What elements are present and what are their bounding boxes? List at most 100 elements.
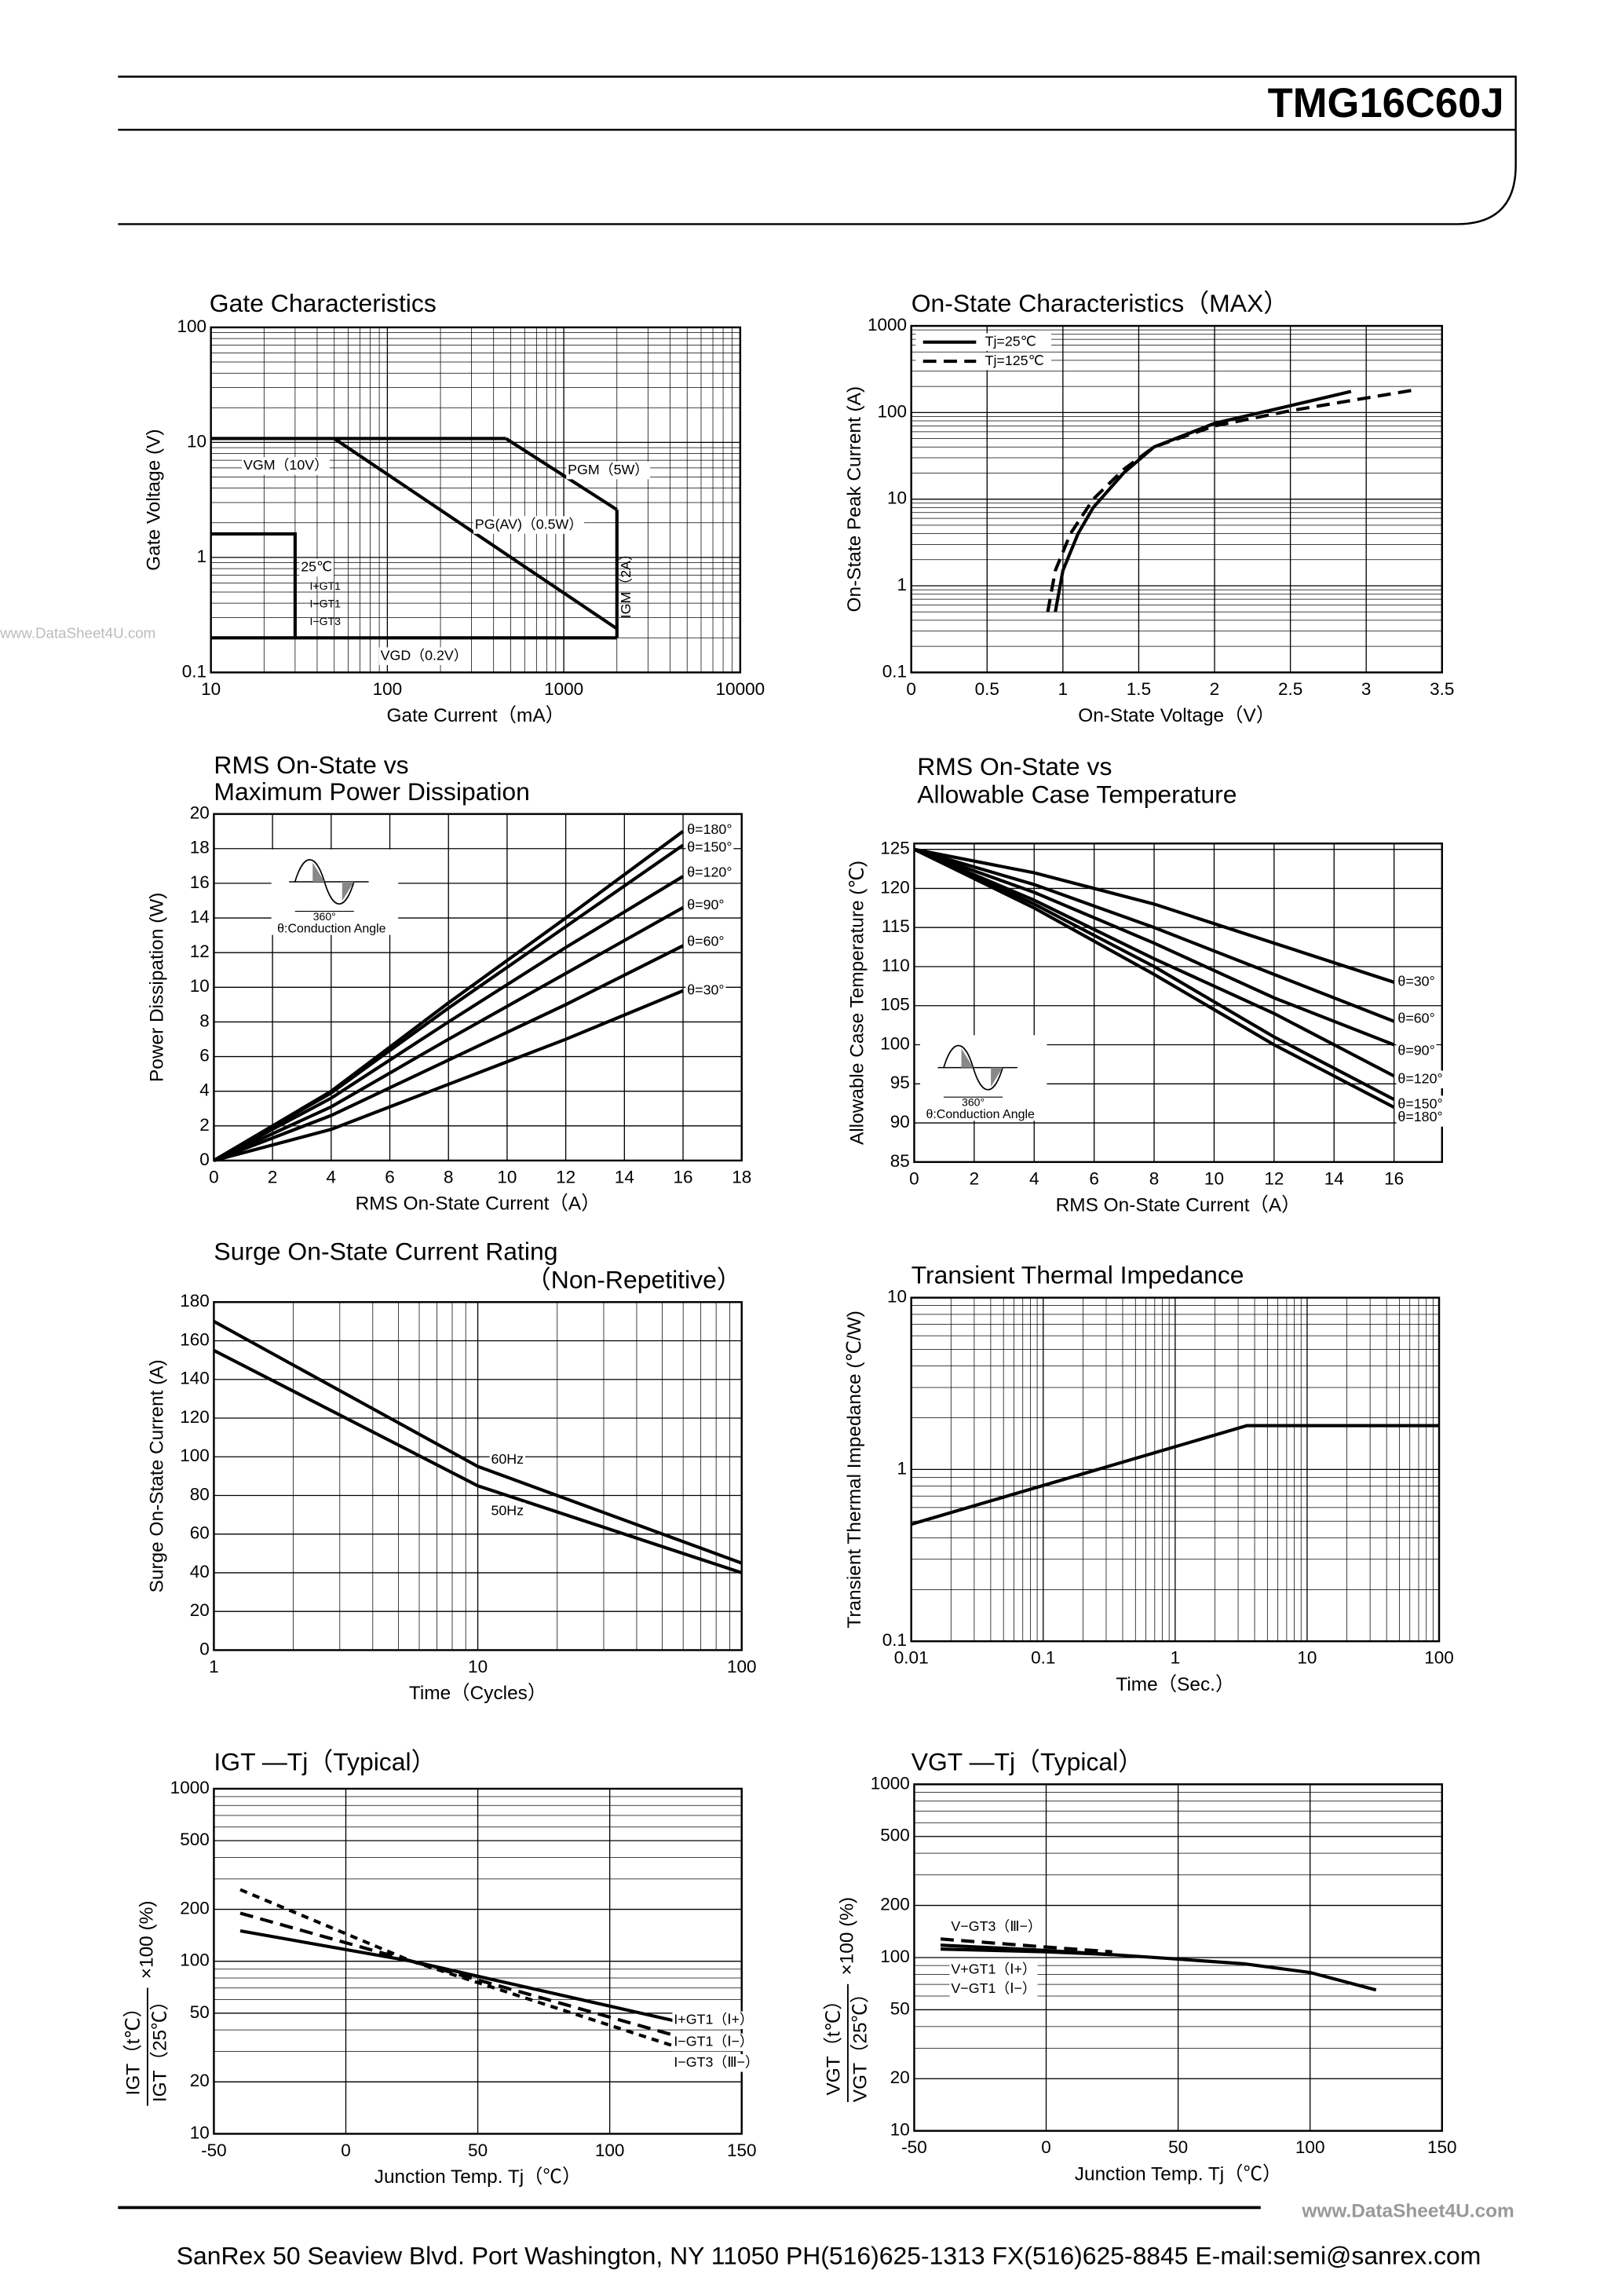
inset-hatch [961, 1048, 1003, 1088]
inset-diagram: 360°θ:Conduction Angle [919, 1035, 1047, 1121]
x-tick-label: 18 [732, 1167, 751, 1186]
label-backdrop [566, 461, 651, 480]
x-tick-label: 8 [444, 1167, 454, 1186]
annotation: I+GT1 [309, 579, 341, 592]
y-label-denominator: IGT（25℃） [149, 1991, 170, 2102]
y-tick-label: 20 [190, 1600, 210, 1620]
x-tick-label: -50 [201, 2141, 227, 2160]
x-tick-label: 4 [327, 1167, 337, 1186]
series-label: θ=150° [687, 839, 732, 855]
part-number: TMG16C60J [1268, 80, 1504, 126]
y-tick-label: 10 [887, 488, 907, 508]
series-label: θ=120° [687, 864, 732, 879]
y-tick-label: 1000 [170, 1778, 210, 1797]
y-tick-label: 10 [887, 1287, 907, 1307]
annotation: I−GT1 [309, 598, 341, 610]
y-axis-label: Surge On-State Current (A) [147, 1359, 168, 1592]
label-backdrop [685, 839, 734, 857]
series-line [213, 944, 684, 1162]
legend-label: Tj=25℃ [985, 333, 1036, 349]
y-tick-label: 10 [190, 976, 210, 996]
footer-address: SanRex 50 Seaview Blvd. Port Washington,… [177, 2242, 1481, 2270]
x-tick-label: 0 [1041, 2137, 1051, 2157]
legend-backdrop [915, 352, 1052, 371]
series-label: VGD（0.2V） [381, 647, 468, 663]
y-tick-label: 105 [880, 995, 910, 1015]
series-label: I−GT3（Ⅲ−） [674, 2054, 758, 2070]
y-tick-label: 100 [180, 1951, 210, 1970]
x-axis-label: RMS On-State Current（A） [356, 1194, 601, 1215]
label-backdrop [949, 1918, 1043, 1936]
y-tick-label: 100 [180, 1446, 210, 1465]
inset-hatch [312, 862, 354, 901]
series-label: θ=180° [1397, 1109, 1442, 1124]
plot-frame [913, 1783, 1443, 2132]
series-label: V+GT1（Ⅰ+） [951, 1961, 1036, 1977]
x-tick-label: 2 [970, 1168, 980, 1188]
x-tick-label: 10 [201, 679, 221, 699]
plot-frame [210, 326, 742, 674]
series-label: VGM（10V） [243, 457, 328, 473]
chart-title: Maximum Power Dissipation [214, 777, 529, 806]
label-backdrop [672, 2054, 761, 2072]
inset-label: θ:Conduction Angle [277, 922, 385, 935]
annotation: I−GT3 [309, 615, 341, 627]
series-label: PG(AV)（0.5W） [475, 516, 583, 532]
x-tick-label: 3 [1361, 679, 1372, 699]
y-axis-label: Allowable Case Temperature (℃) [847, 861, 868, 1145]
y-tick-label: 14 [190, 907, 210, 927]
x-axis-label: Gate Current（mA） [387, 705, 564, 726]
y-tick-label: 0.1 [882, 1630, 907, 1650]
y-axis-label: Gate Voltage (V) [144, 429, 165, 570]
x-tick-label: 1000 [544, 679, 583, 699]
series-label: IGM（2A） [618, 547, 634, 618]
label-backdrop [685, 864, 734, 883]
x-axis-label: Time（Sec.） [1116, 1674, 1234, 1695]
x-tick-label: 1 [1058, 679, 1069, 699]
chart-title: RMS On-State vs [214, 751, 408, 779]
inset-diagram: 360°θ:Conduction Angle [271, 849, 399, 935]
x-tick-label: 10000 [716, 679, 765, 699]
y-tick-label: 100 [877, 401, 907, 421]
x-tick-label: 10 [468, 1657, 488, 1676]
plot-frame [913, 842, 1443, 1164]
series-line [213, 875, 685, 1162]
series-label: 50Hz [491, 1503, 524, 1519]
y-tick-label: 100 [880, 1947, 910, 1966]
x-axis-label: Junction Temp. Tj（℃） [1075, 2163, 1282, 2184]
x-tick-label: 150 [1427, 2137, 1457, 2157]
series-label: V−GT3（Ⅲ−） [951, 1918, 1041, 1934]
chart-title: On-State Characteristics（MAX） [911, 289, 1289, 317]
header-frame [118, 75, 1517, 225]
x-tick-label: 0 [209, 1167, 219, 1186]
x-tick-label: 50 [468, 2141, 488, 2160]
series-label: I+GT1（Ⅰ+） [674, 2012, 753, 2027]
y-tick-label: 10 [187, 431, 206, 451]
label-backdrop [685, 896, 726, 915]
x-tick-label: 0.01 [894, 1648, 929, 1668]
chart-title: RMS On-State vs [917, 752, 1112, 781]
plot-frame [910, 324, 1443, 674]
x-tick-label: 10 [497, 1167, 517, 1186]
series-line [239, 1888, 677, 2049]
series-line [210, 532, 297, 638]
x-tick-label: 14 [615, 1167, 634, 1186]
x-tick-label: 50 [1168, 2137, 1188, 2157]
x-tick-label: 2.5 [1278, 679, 1302, 699]
chart-title: Surge On-State Current Rating [214, 1238, 557, 1266]
x-tick-label: 6 [1089, 1168, 1099, 1188]
series-line [213, 1320, 743, 1565]
series-label: 60Hz [491, 1451, 524, 1467]
y-tick-label: 20 [890, 2067, 910, 2087]
x-tick-label: 16 [1384, 1168, 1404, 1188]
series-line [914, 847, 1395, 984]
series-label: θ=60° [1397, 1010, 1434, 1026]
plot-frame [213, 1301, 743, 1651]
x-axis-label: Junction Temp. Tj（℃） [374, 2166, 582, 2188]
y-tick-label: 1 [897, 1458, 908, 1478]
series-line [213, 1348, 743, 1574]
y-tick-label: 100 [177, 316, 206, 336]
y-tick-label: 1 [897, 575, 908, 594]
y-tick-label: 85 [890, 1151, 910, 1171]
y-tick-label: 8 [199, 1011, 210, 1030]
